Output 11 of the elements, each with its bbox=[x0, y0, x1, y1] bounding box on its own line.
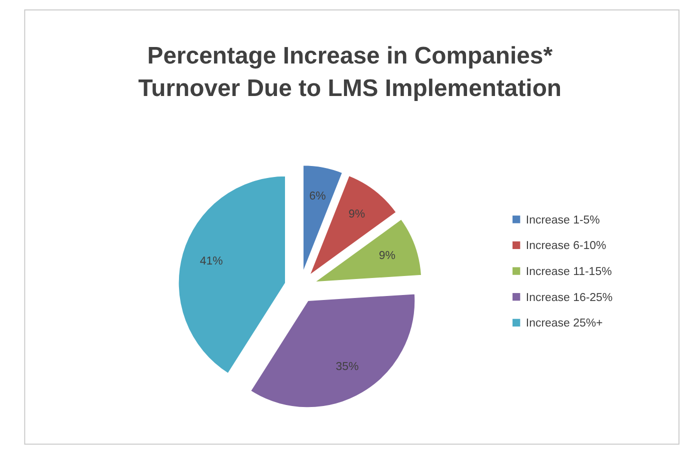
data-label: 9% bbox=[348, 208, 366, 220]
legend-label: Increase 25%+ bbox=[526, 318, 604, 330]
legend-label: Increase 16-25% bbox=[526, 292, 613, 304]
data-label: 35% bbox=[336, 360, 359, 373]
data-label: 41% bbox=[200, 256, 223, 268]
chart-title: Percentage Increase in Companies* Turnover Due to LMS Implementation bbox=[138, 42, 562, 102]
legend-label: Increase 6-10% bbox=[526, 240, 606, 252]
data-label: 9% bbox=[378, 250, 396, 262]
legend-label: Increase 11-15% bbox=[526, 266, 612, 278]
data-label: 6% bbox=[309, 190, 326, 203]
legend-label: Increase 1-5% bbox=[526, 214, 600, 226]
